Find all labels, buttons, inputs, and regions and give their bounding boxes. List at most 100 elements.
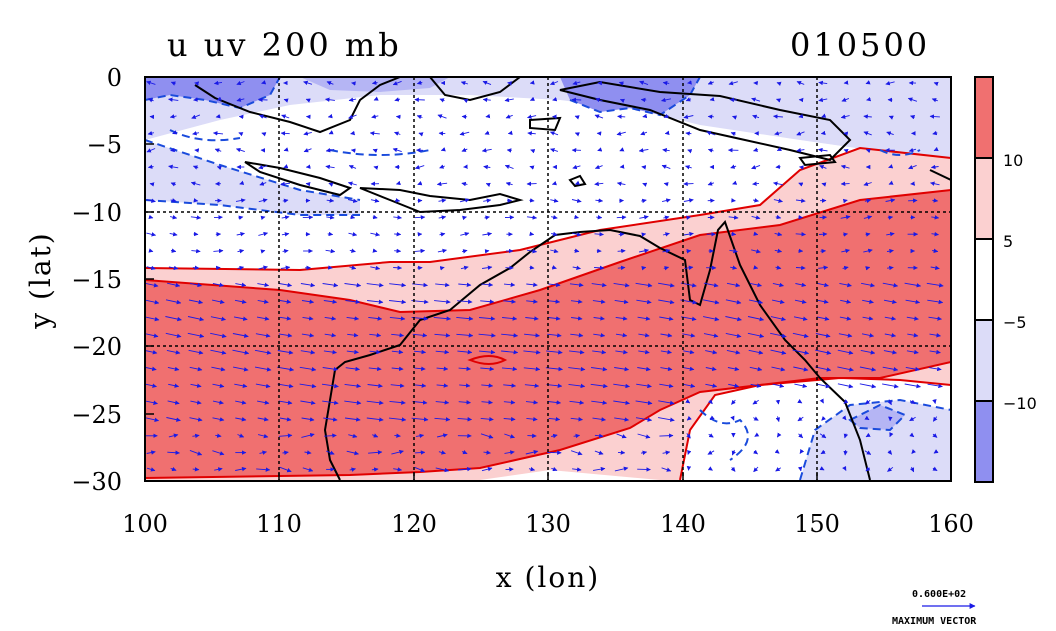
wind-vector — [661, 164, 671, 170]
wind-vector — [482, 265, 493, 270]
wind-vector — [590, 383, 608, 389]
wind-vector — [597, 147, 603, 152]
wind-vector — [819, 165, 827, 170]
wind-vector — [926, 282, 944, 288]
wind-vector — [212, 383, 225, 388]
wind-vector — [190, 282, 202, 288]
wind-vector — [281, 114, 290, 119]
x-tick-label: 160 — [928, 510, 974, 538]
wind-vector — [592, 299, 606, 304]
wind-vector — [931, 98, 938, 103]
wind-vector — [863, 131, 872, 136]
negative-field-strong-2 — [560, 77, 700, 115]
wind-vector — [908, 164, 917, 170]
wind-vector — [638, 333, 650, 338]
wind-vector — [841, 248, 850, 254]
wind-vector — [571, 316, 583, 321]
wind-vector — [728, 215, 739, 220]
wind-vector — [639, 215, 649, 220]
colorbar-segment — [975, 158, 993, 239]
wind-vector — [371, 114, 379, 119]
wind-vector — [569, 400, 585, 405]
wind-vector — [283, 164, 289, 169]
wind-vector — [345, 366, 360, 372]
wind-vector — [748, 349, 764, 355]
wind-vector — [775, 265, 782, 270]
wind-vector — [413, 349, 427, 355]
wind-vector — [639, 248, 649, 254]
wind-vector — [348, 232, 358, 237]
wind-vector — [821, 113, 827, 118]
wind-vector — [635, 282, 653, 288]
wind-vector — [659, 433, 674, 438]
wind-vector — [732, 115, 738, 120]
wind-vector — [594, 433, 604, 439]
wind-vector — [686, 433, 691, 439]
wind-vector — [772, 299, 785, 305]
wind-vector — [687, 149, 693, 154]
wind-vector — [549, 80, 559, 86]
wind-vector — [615, 332, 628, 338]
wind-vector — [146, 450, 156, 455]
wind-vector — [635, 400, 653, 406]
wind-vector — [369, 349, 381, 355]
wind-vector — [416, 114, 423, 120]
wind-vector — [326, 198, 335, 203]
wind-vector — [350, 214, 356, 220]
wind-vector — [593, 466, 606, 472]
wind-vector — [886, 231, 895, 237]
wind-vector — [415, 433, 425, 439]
wind-vector — [933, 146, 939, 152]
wind-vector — [394, 248, 402, 254]
wind-vector — [776, 432, 782, 438]
wind-vector — [683, 366, 695, 372]
wind-vector — [865, 232, 871, 237]
wind-vector — [685, 165, 692, 170]
wind-vector — [214, 467, 223, 472]
wind-vector — [907, 97, 918, 102]
wind-vector — [931, 231, 939, 237]
wind-vector — [551, 215, 558, 220]
wind-vector — [904, 282, 922, 288]
wind-vector — [548, 416, 561, 422]
wind-vector — [705, 366, 717, 372]
wind-vector — [366, 282, 384, 288]
wind-vector — [457, 349, 473, 355]
wind-vector — [774, 449, 780, 454]
wind-vector — [551, 433, 558, 439]
wind-vector — [258, 265, 268, 270]
wind-vector — [484, 249, 490, 254]
wind-vector — [323, 349, 337, 355]
wind-vector — [865, 399, 871, 405]
wind-vector — [641, 198, 647, 204]
wind-vector — [775, 164, 781, 170]
wind-vector — [568, 383, 586, 389]
wind-vector — [370, 198, 380, 203]
wind-vector — [591, 366, 608, 372]
wind-vector — [210, 349, 227, 355]
wind-vector — [728, 383, 740, 388]
wind-vector — [933, 81, 939, 87]
wind-vector — [435, 349, 450, 355]
tick-marks — [144, 76, 952, 482]
wind-vector — [525, 316, 539, 321]
wind-vector — [481, 282, 494, 287]
wind-vector — [931, 215, 940, 220]
wind-vector — [192, 131, 200, 136]
wind-vector — [929, 333, 941, 338]
wind-vector — [798, 182, 804, 187]
wind-vector — [371, 467, 379, 472]
wind-vector — [368, 366, 382, 372]
wind-vector — [772, 383, 785, 388]
wind-vector — [885, 80, 895, 86]
wind-vector — [236, 97, 245, 102]
wind-vector — [503, 383, 517, 388]
wind-vector — [747, 316, 765, 322]
wind-vector — [462, 215, 467, 221]
wind-vector — [619, 147, 625, 152]
wind-vector — [527, 131, 536, 136]
wind-vector — [887, 466, 894, 472]
wind-vector — [618, 81, 624, 86]
wind-vector — [752, 181, 760, 186]
wind-vector — [371, 80, 378, 86]
